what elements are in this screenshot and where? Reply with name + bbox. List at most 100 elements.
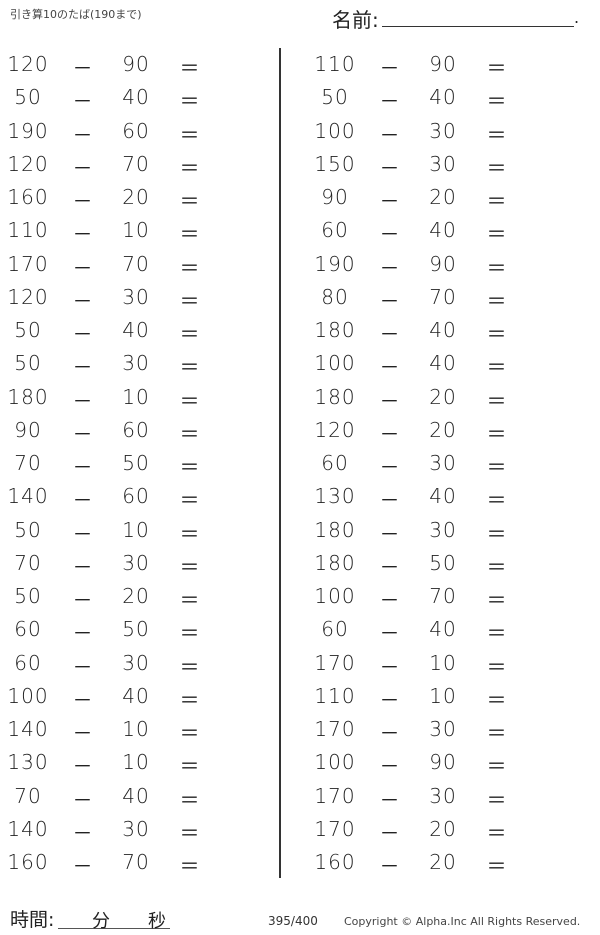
subtrahend: 10 xyxy=(122,750,150,775)
minuend: 70 xyxy=(14,783,42,808)
subtrahend: 60 xyxy=(122,118,150,143)
equals-sign: ＝ xyxy=(486,122,508,147)
name-field[interactable] xyxy=(382,26,574,27)
minus-sign: － xyxy=(379,89,401,114)
minuend: 180 xyxy=(314,318,356,342)
time-label: 時間: xyxy=(10,909,55,931)
name-end: . xyxy=(574,8,580,27)
equals-sign: ＝ xyxy=(486,255,508,280)
equals-sign: ＝ xyxy=(179,122,201,147)
equals-sign: ＝ xyxy=(179,322,201,346)
equals-sign: ＝ xyxy=(486,621,508,646)
subtrahend: 40 xyxy=(122,318,150,342)
subtrahend: 10 xyxy=(122,517,150,542)
minuend: 120 xyxy=(7,52,49,76)
equals-sign: ＝ xyxy=(179,189,201,213)
equals-sign: ＝ xyxy=(179,155,201,180)
minus-sign: － xyxy=(72,222,94,247)
minuend: 60 xyxy=(321,451,349,475)
minuend: 110 xyxy=(314,683,356,708)
equals-sign: ＝ xyxy=(179,687,201,712)
equals-sign: ＝ xyxy=(179,255,201,280)
equals-sign: ＝ xyxy=(486,388,508,413)
subtrahend: 70 xyxy=(122,151,150,176)
equals-sign: ＝ xyxy=(486,355,508,380)
subtrahend: 90 xyxy=(429,251,457,276)
subtrahend: 20 xyxy=(429,384,457,409)
minuend: 110 xyxy=(7,218,49,243)
equals-sign: ＝ xyxy=(486,687,508,712)
minus-sign: － xyxy=(379,455,401,479)
minuend: 100 xyxy=(314,584,356,608)
equals-sign: ＝ xyxy=(486,455,508,479)
subtrahend: 20 xyxy=(429,850,457,874)
equals-sign: ＝ xyxy=(486,654,508,679)
equals-sign: ＝ xyxy=(486,854,508,878)
minuend: 90 xyxy=(14,417,42,442)
minuend: 140 xyxy=(7,816,49,841)
minuend: 180 xyxy=(314,384,356,409)
subtrahend: 10 xyxy=(122,218,150,243)
minuend: 180 xyxy=(314,550,356,575)
minus-sign: － xyxy=(379,155,401,180)
minus-sign: － xyxy=(379,322,401,346)
minus-sign: － xyxy=(379,488,401,513)
equals-sign: ＝ xyxy=(179,455,201,479)
subtrahend: 10 xyxy=(429,650,457,675)
subtrahend: 20 xyxy=(429,185,457,209)
equals-sign: ＝ xyxy=(486,754,508,779)
equals-sign: ＝ xyxy=(486,189,508,213)
equals-sign: ＝ xyxy=(486,588,508,612)
subtrahend: 20 xyxy=(122,185,150,209)
subtrahend: 30 xyxy=(122,351,150,376)
equals-sign: ＝ xyxy=(486,322,508,346)
equals-sign: ＝ xyxy=(486,554,508,579)
minus-sign: － xyxy=(379,388,401,413)
minus-sign: － xyxy=(379,521,401,546)
minuend: 180 xyxy=(7,384,49,409)
subtrahend: 50 xyxy=(429,550,457,575)
minuend: 170 xyxy=(314,816,356,841)
equals-sign: ＝ xyxy=(179,222,201,247)
minus-sign: － xyxy=(72,621,94,646)
minus-sign: － xyxy=(379,288,401,313)
equals-sign: ＝ xyxy=(179,621,201,646)
equals-sign: ＝ xyxy=(486,421,508,446)
minus-sign: － xyxy=(72,255,94,280)
subtrahend: 30 xyxy=(429,451,457,475)
equals-sign: ＝ xyxy=(179,754,201,779)
minus-sign: － xyxy=(72,421,94,446)
subtrahend: 30 xyxy=(429,118,457,143)
minus-sign: － xyxy=(379,56,401,80)
minus-sign: － xyxy=(379,554,401,579)
minus-sign: － xyxy=(72,355,94,380)
minuend: 150 xyxy=(314,151,356,176)
subtrahend: 90 xyxy=(429,52,457,76)
minus-sign: － xyxy=(379,621,401,646)
equals-sign: ＝ xyxy=(179,488,201,513)
minuend: 110 xyxy=(314,52,356,76)
minus-sign: － xyxy=(72,588,94,612)
equals-sign: ＝ xyxy=(486,721,508,745)
minuend: 50 xyxy=(14,318,42,342)
subtrahend: 70 xyxy=(429,584,457,608)
minuend: 60 xyxy=(321,218,349,243)
time-field[interactable] xyxy=(58,928,170,929)
minuend: 100 xyxy=(314,351,356,376)
minuend: 190 xyxy=(314,251,356,276)
worksheet-title: 引き算10のたば(190まで) xyxy=(10,8,142,21)
minuend: 170 xyxy=(7,251,49,276)
subtrahend: 40 xyxy=(429,218,457,243)
subtrahend: 40 xyxy=(429,617,457,642)
equals-sign: ＝ xyxy=(179,654,201,679)
subtrahend: 40 xyxy=(429,318,457,342)
minus-sign: － xyxy=(379,122,401,147)
equals-sign: ＝ xyxy=(486,89,508,114)
subtrahend: 20 xyxy=(429,417,457,442)
subtrahend: 40 xyxy=(122,85,150,110)
minuend: 60 xyxy=(14,650,42,675)
subtrahend: 30 xyxy=(429,717,457,741)
minus-sign: － xyxy=(72,721,94,745)
equals-sign: ＝ xyxy=(179,89,201,114)
